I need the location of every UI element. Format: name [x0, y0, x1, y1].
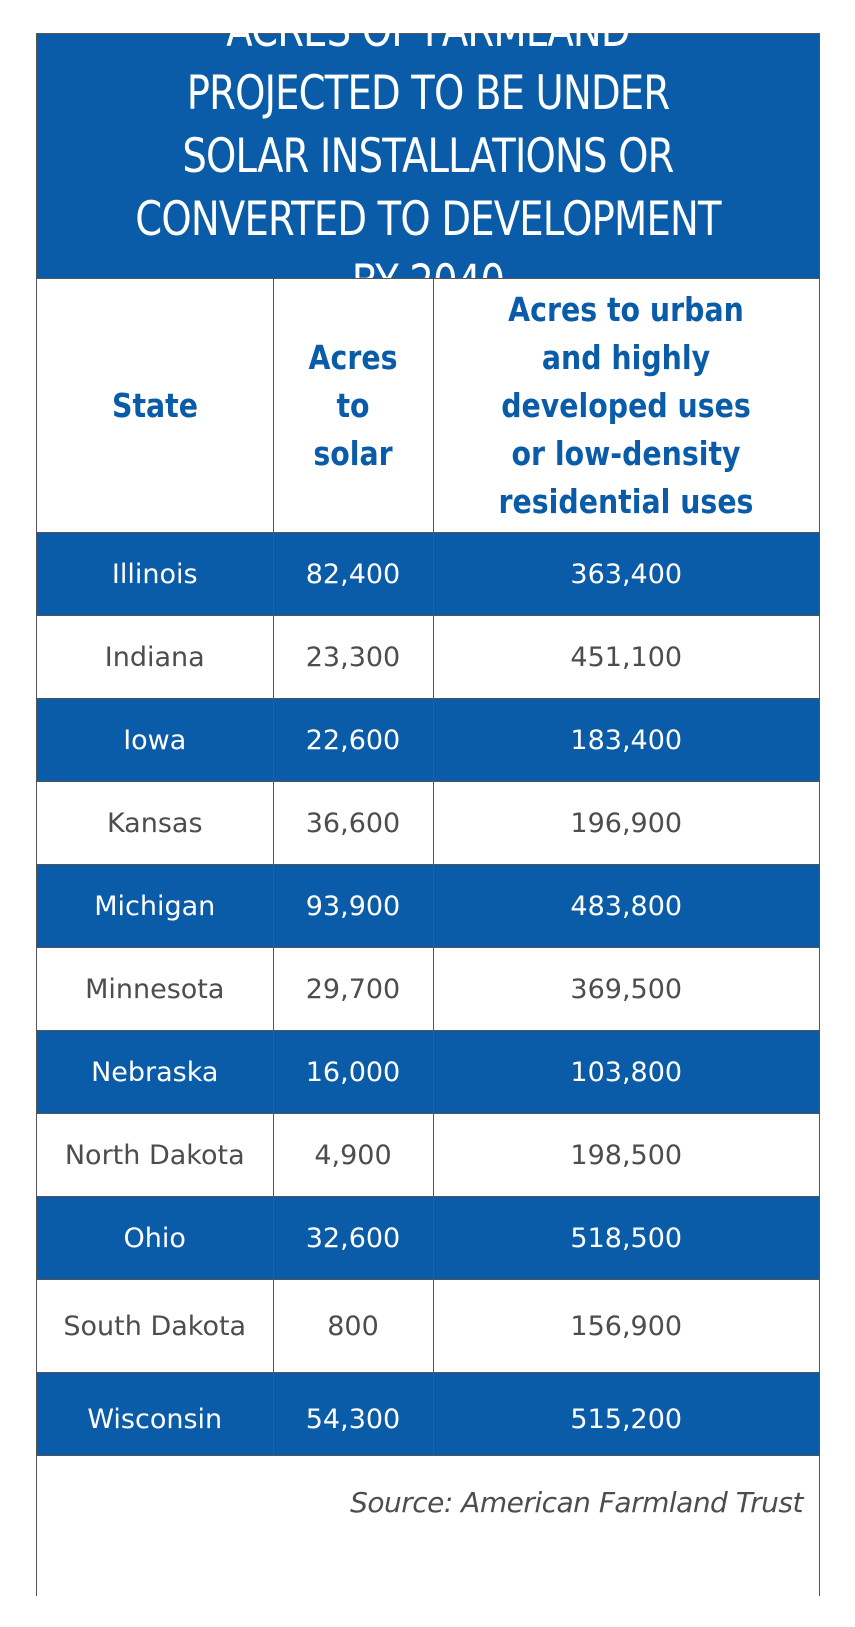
column-header-label: Acres to urban and highly developed uses…	[498, 289, 754, 521]
cell-acres-to-development: 103,800	[432, 1030, 819, 1114]
cell-acres-to-solar: 32,600	[272, 1196, 434, 1280]
cell-acres-to-solar: 93,900	[272, 864, 434, 948]
cell-state: Nebraska	[37, 1030, 274, 1114]
table-row: Illinois 82,400 363,400	[37, 532, 819, 616]
cell-acres-to-development: 198,500	[432, 1113, 819, 1197]
cell-acres-to-development: 369,500	[432, 947, 819, 1031]
table-row: Ohio 32,600 518,500	[37, 1196, 819, 1280]
column-header-acres-to-development: Acres to urban and highly developed uses…	[432, 278, 819, 533]
table-row: Nebraska 16,000 103,800	[37, 1030, 819, 1114]
cell-acres-to-development: 515,200	[432, 1372, 819, 1466]
table-row: Minnesota 29,700 369,500	[37, 947, 819, 1031]
header-row: State Acres to solar Acres to urban and …	[37, 278, 819, 533]
table-row: Michigan 93,900 483,800	[37, 864, 819, 948]
cell-state: North Dakota	[37, 1113, 274, 1197]
cell-state: Iowa	[37, 698, 274, 782]
table-row: South Dakota 800 156,900	[37, 1279, 819, 1373]
cell-state: Indiana	[37, 615, 274, 699]
table-row: Kansas 36,600 196,900	[37, 781, 819, 865]
cell-acres-to-development: 483,800	[432, 864, 819, 948]
cell-state: South Dakota	[37, 1279, 274, 1373]
cell-acres-to-development: 363,400	[432, 532, 819, 616]
cell-acres-to-solar: 36,600	[272, 781, 434, 865]
cell-acres-to-development: 156,900	[432, 1279, 819, 1373]
cell-acres-to-development: 196,900	[432, 781, 819, 865]
cell-acres-to-solar: 29,700	[272, 947, 434, 1031]
table-body: Illinois 82,400 363,400 Indiana 23,300 451,10…	[37, 532, 819, 1466]
column-header-label: Acres to solar	[308, 337, 398, 473]
cell-state: Ohio	[37, 1196, 274, 1280]
table-row: Iowa 22,600 183,400	[37, 698, 819, 782]
cell-state: Michigan	[37, 864, 274, 948]
cell-acres-to-development: 451,100	[432, 615, 819, 699]
cell-acres-to-solar: 800	[272, 1279, 434, 1373]
column-header-acres-to-solar: Acres to solar	[272, 278, 434, 533]
table-row: North Dakota 4,900 198,500	[37, 1113, 819, 1197]
cell-acres-to-solar: 54,300	[272, 1372, 434, 1466]
column-header-label: State	[111, 385, 198, 425]
data-table: State Acres to solar Acres to urban and …	[37, 278, 819, 1466]
cell-acres-to-development: 183,400	[432, 698, 819, 782]
cell-acres-to-solar: 82,400	[272, 532, 434, 616]
cell-acres-to-solar: 23,300	[272, 615, 434, 699]
cell-acres-to-solar: 16,000	[272, 1030, 434, 1114]
cell-state: Illinois	[37, 532, 274, 616]
cell-acres-to-solar: 4,900	[272, 1113, 434, 1197]
column-header-state: State	[37, 278, 274, 533]
cell-state: Kansas	[37, 781, 274, 865]
chart-title: ACRES OF FARMLAND PROJECTED TO BE UNDER …	[135, 2, 721, 310]
table-row: Wisconsin 54,300 515,200	[37, 1372, 819, 1466]
cell-acres-to-development: 518,500	[432, 1196, 819, 1280]
cell-state: Minnesota	[37, 947, 274, 1031]
source-note: Source: American Farmland Trust	[350, 1486, 803, 1519]
cell-state: Wisconsin	[37, 1372, 274, 1466]
table-graphic: ACRES OF FARMLAND PROJECTED TO BE UNDER …	[36, 3, 820, 1596]
footer: Source: American Farmland Trust	[37, 1455, 819, 1596]
cell-acres-to-solar: 22,600	[272, 698, 434, 782]
table-row: Indiana 23,300 451,100	[37, 615, 819, 699]
title-band: ACRES OF FARMLAND PROJECTED TO BE UNDER …	[37, 3, 819, 310]
